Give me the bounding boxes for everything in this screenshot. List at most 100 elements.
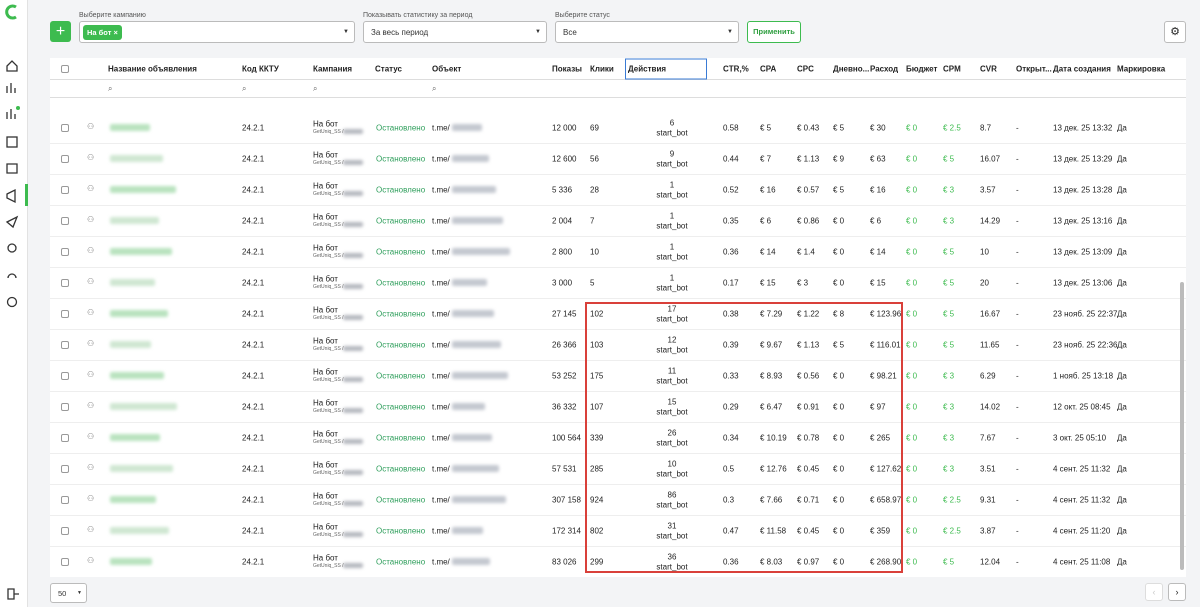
column-header[interactable]: Код ККТУ — [242, 64, 279, 74]
settings-button[interactable]: ⚙ — [1164, 21, 1186, 43]
row-checkbox[interactable] — [61, 434, 69, 442]
column-header[interactable]: Действия — [625, 58, 708, 80]
campaign-chip[interactable]: На бот × — [83, 24, 122, 40]
cell: t.me/ — [432, 123, 450, 133]
cell: 10 — [980, 247, 989, 257]
campaign-blur — [343, 501, 363, 506]
cell: € 3 — [943, 464, 955, 474]
column-header[interactable]: Расход — [870, 64, 899, 74]
actions-label: start_bot — [656, 221, 688, 231]
next-page[interactable]: › — [1168, 583, 1186, 601]
row-checkbox[interactable] — [61, 279, 69, 287]
cell: - — [1016, 247, 1019, 257]
actions-count: 10 — [667, 459, 677, 469]
cell: € 0.71 — [797, 495, 820, 505]
campaign-sub: GetUniq_SS / — [313, 315, 344, 321]
column-header[interactable]: Бюджет — [906, 64, 938, 74]
campaign: На бот — [313, 150, 338, 160]
object-blur — [452, 496, 506, 503]
cell: Остановлено — [376, 402, 426, 412]
cell: € 127.62 — [870, 464, 902, 474]
column-header[interactable]: CTR,% — [723, 64, 749, 74]
ad-name-blur — [110, 558, 152, 565]
user-icon: ⚇ — [87, 246, 95, 255]
cell: 12 окт. 25 08:45 — [1053, 402, 1111, 412]
campaign-select[interactable]: На бот × ▼ — [79, 21, 355, 43]
user-icon: ⚇ — [87, 184, 95, 193]
cell: 13 дек. 25 13:28 — [1053, 185, 1113, 195]
campaign: На бот — [313, 336, 338, 346]
column-header[interactable]: CPA — [760, 64, 777, 74]
column-header[interactable]: Кампания — [313, 64, 353, 74]
status-label: Выберите статус — [555, 12, 610, 19]
column-header[interactable]: Дата создания — [1053, 64, 1111, 74]
column-header[interactable]: CPC — [797, 64, 814, 74]
cell: € 2.5 — [943, 526, 961, 536]
cell: - — [1016, 123, 1019, 133]
add-button[interactable]: + — [50, 21, 71, 42]
period-select[interactable]: За весь период ▼ — [363, 21, 547, 43]
row-checkbox[interactable] — [61, 217, 69, 225]
cell: € 3 — [797, 278, 809, 288]
row-checkbox[interactable] — [61, 372, 69, 380]
apply-button[interactable]: Применить — [747, 21, 801, 43]
cell: € 658.97 — [870, 495, 902, 505]
cell: 307 158 — [552, 495, 581, 505]
header-checkbox[interactable] — [61, 65, 69, 73]
column-header[interactable]: Дневно... — [833, 64, 870, 74]
search-icon: ⌕ — [432, 84, 437, 93]
column-header[interactable]: CPM — [943, 64, 961, 74]
actions-label: start_bot — [656, 252, 688, 262]
row-checkbox[interactable] — [61, 465, 69, 473]
cell: € 15 — [760, 278, 776, 288]
user-icon: ⚇ — [87, 339, 95, 348]
row-checkbox[interactable] — [61, 124, 69, 132]
page-size-select[interactable]: 50 ▼ — [50, 583, 87, 603]
cell: 100 564 — [552, 433, 581, 443]
cell: Остановлено — [376, 185, 426, 195]
actions-label: start_bot — [656, 376, 688, 386]
row-checkbox[interactable] — [61, 403, 69, 411]
column-header[interactable]: Показы — [552, 64, 582, 74]
row-separator — [50, 143, 1186, 144]
object-blur — [452, 310, 494, 317]
ad-name-blur — [110, 155, 163, 162]
column-header[interactable]: Название объявления — [108, 64, 197, 74]
row-checkbox[interactable] — [61, 186, 69, 194]
column-header[interactable]: Клики — [590, 64, 614, 74]
cell: Да — [1117, 495, 1127, 505]
row-checkbox[interactable] — [61, 558, 69, 566]
cell: Да — [1117, 526, 1127, 536]
cell: € 1.4 — [797, 247, 815, 257]
campaign-blur — [343, 222, 363, 227]
column-header[interactable]: Открыт... — [1016, 64, 1052, 74]
row-checkbox[interactable] — [61, 496, 69, 504]
cell: 3 окт. 25 05:10 — [1053, 433, 1107, 443]
campaign-sub: GetUniq_SS / — [313, 191, 344, 197]
column-header[interactable]: CVR — [980, 64, 997, 74]
campaign-sub: GetUniq_SS / — [313, 532, 344, 538]
row-checkbox[interactable] — [61, 248, 69, 256]
cell: 24.2.1 — [242, 402, 265, 412]
row-checkbox[interactable] — [61, 527, 69, 535]
cell: 20 — [980, 278, 989, 288]
actions-count: 31 — [667, 521, 677, 531]
row-checkbox[interactable] — [61, 341, 69, 349]
campaign-blur — [343, 563, 363, 568]
cell: € 2.5 — [943, 123, 961, 133]
status-select[interactable]: Все ▼ — [555, 21, 739, 43]
campaign: На бот — [313, 367, 338, 377]
column-header[interactable]: Маркировка — [1117, 64, 1166, 74]
cell: - — [1016, 216, 1019, 226]
page-size: 50 — [58, 588, 67, 598]
column-header[interactable]: Объект — [432, 64, 462, 74]
column-header[interactable]: Статус — [375, 64, 402, 74]
row-checkbox[interactable] — [61, 310, 69, 318]
row-checkbox[interactable] — [61, 155, 69, 163]
prev-page[interactable]: ‹ — [1145, 583, 1163, 601]
ad-name-blur — [110, 124, 150, 131]
cell: t.me/ — [432, 278, 450, 288]
cell: Да — [1117, 278, 1127, 288]
ad-name-blur — [110, 465, 173, 472]
cell: € 0.56 — [797, 371, 820, 381]
